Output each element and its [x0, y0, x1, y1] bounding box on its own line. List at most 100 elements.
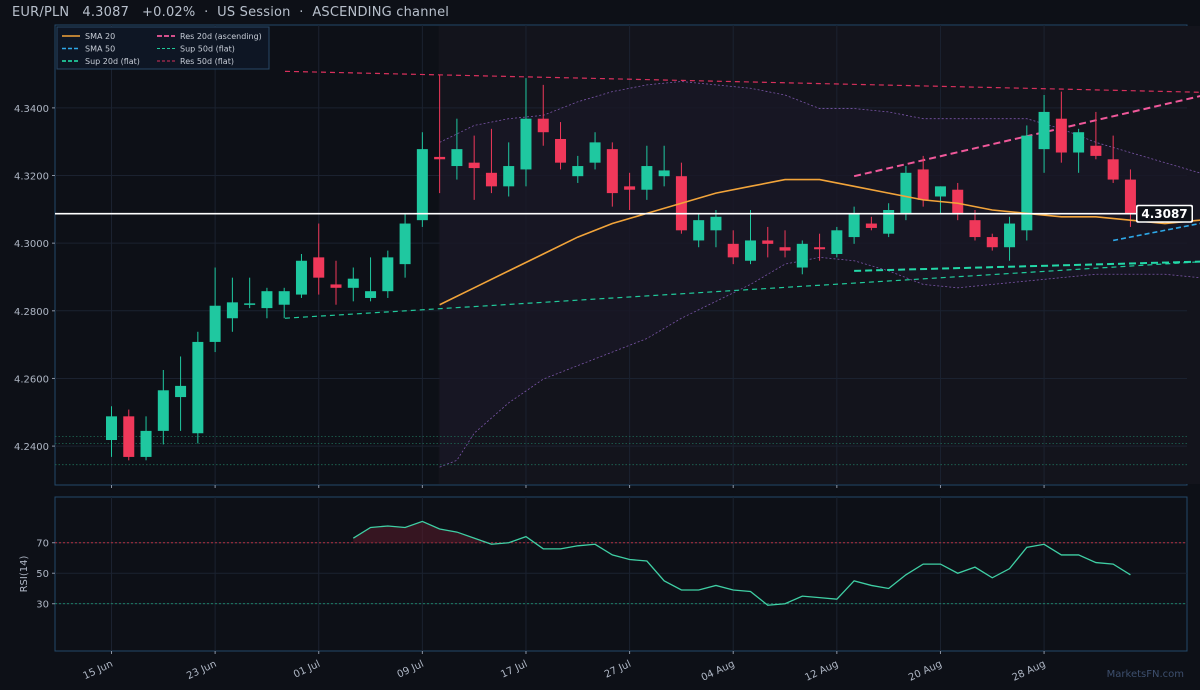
candle-body [796, 243, 808, 268]
x-tick-label: 23 Jun [185, 659, 218, 682]
rsi-y-tick-label: 70 [36, 539, 49, 550]
candle [796, 240, 808, 275]
sma50-line [1113, 222, 1200, 242]
candle-body [1038, 111, 1050, 150]
x-tick-label: 01 Jul [292, 659, 322, 681]
x-tick-label: 17 Jul [499, 659, 529, 681]
candle-body [382, 257, 394, 292]
candle [261, 287, 273, 319]
candle-body [399, 223, 411, 265]
candle-body [347, 278, 359, 288]
rsi-axis-label: RSI(14) [19, 556, 30, 593]
x-tick-label: 09 Jul [396, 659, 426, 681]
candle [192, 331, 204, 444]
candle [710, 210, 722, 248]
candle [123, 409, 135, 461]
candle-body [900, 172, 912, 214]
candle-body [641, 166, 653, 190]
x-tick-label: 28 Aug [1011, 659, 1048, 684]
rsi-panel: 30 50 70 RSI(14) [19, 496, 1188, 652]
legend-label: Res 50d (flat) [180, 57, 234, 66]
change-value: +0.02% [142, 5, 196, 20]
current-price-line: 4.3087 [55, 204, 1193, 223]
candle [295, 253, 307, 298]
candle [1124, 169, 1136, 227]
candle [986, 233, 998, 251]
trendline [284, 70, 1200, 93]
candle [779, 230, 791, 258]
candle [416, 132, 428, 227]
candle-body [986, 237, 998, 248]
candle-body [468, 162, 480, 169]
candle-body [831, 230, 843, 254]
candle [365, 257, 377, 302]
candle [278, 287, 290, 319]
candle [1073, 128, 1085, 173]
rsi-y-tick-label: 30 [36, 600, 49, 611]
price-tag-inner [1137, 206, 1192, 222]
candle [831, 226, 843, 258]
candle-body [1021, 135, 1033, 231]
candle-body [952, 189, 964, 214]
legend-label: Sup 50d (flat) [180, 45, 235, 54]
trendline [854, 260, 1200, 272]
rsi-line [352, 520, 1131, 606]
x-tick-label: 15 Jun [82, 659, 115, 682]
candle [917, 155, 929, 207]
candle-body [1055, 118, 1067, 153]
candle-body [520, 118, 532, 170]
candle [969, 210, 981, 241]
y-tick-label: 4.3400 [14, 104, 49, 115]
candle [727, 230, 739, 265]
candle [485, 128, 497, 194]
candle-body [295, 260, 307, 295]
legend-label: SMA 50 [85, 45, 115, 54]
candle-body [209, 305, 221, 342]
candle [106, 406, 117, 457]
price-tag-label: 4.3087 [1141, 207, 1187, 221]
x-tick-label: 12 Aug [803, 659, 840, 684]
candle [347, 267, 359, 302]
candle-body [175, 385, 187, 398]
x-tick-label: 20 Aug [907, 659, 944, 684]
candle-body [814, 247, 826, 250]
x-tick-label: 27 Jul [603, 659, 633, 681]
candle-body [313, 257, 325, 278]
band-lower [439, 256, 1200, 468]
candle [175, 356, 187, 431]
candle-body [503, 166, 515, 187]
candle-body [934, 186, 946, 197]
candle [451, 118, 463, 180]
candle-body [485, 172, 497, 187]
candle [244, 277, 256, 309]
band-upper [439, 81, 1200, 174]
candle-body [762, 240, 774, 244]
candle-body [1124, 179, 1136, 214]
candle [537, 84, 549, 146]
legend-label: Sup 20d (flat) [85, 57, 140, 66]
candle [226, 277, 238, 332]
candle [140, 416, 152, 461]
separator: · [299, 5, 304, 20]
rsi-y-tick-label: 50 [36, 569, 49, 580]
y-tick-label: 4.2600 [14, 374, 49, 385]
candle-body [555, 138, 567, 163]
candle [848, 206, 860, 244]
candle-body [848, 213, 860, 238]
candle [744, 210, 756, 265]
symbol: EUR/PLN [12, 5, 70, 20]
candle [934, 186, 946, 214]
candle-body [1073, 132, 1085, 153]
candle-body [261, 291, 273, 309]
y-tick-label: 4.2400 [14, 442, 49, 453]
candle-body [192, 341, 204, 434]
candle [209, 267, 221, 353]
candle [555, 122, 567, 170]
candle [589, 132, 601, 170]
candle [1055, 91, 1067, 163]
candle-body [157, 390, 169, 431]
candle [900, 166, 912, 221]
candle-body [658, 170, 670, 177]
legend-label: Res 20d (ascending) [180, 32, 262, 41]
